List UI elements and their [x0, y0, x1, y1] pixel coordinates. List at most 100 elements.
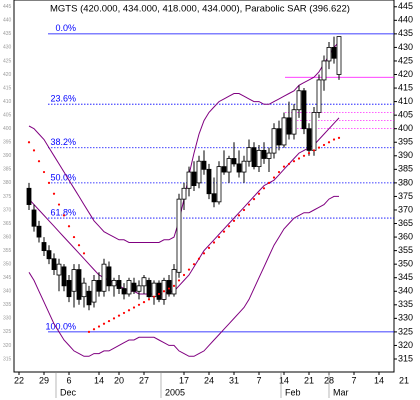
y-tick-label: 315 [398, 353, 413, 363]
sar-dot [247, 203, 251, 206]
candle-body [236, 163, 242, 173]
sar-dot [107, 319, 111, 323]
x-tick-label: 14 [94, 375, 104, 385]
candle-body [176, 198, 182, 273]
candle-body [136, 285, 142, 292]
candle-body [251, 147, 257, 168]
candle-body [326, 47, 332, 62]
candle-body [171, 269, 177, 295]
plot-frame [13, 0, 395, 373]
sar-dot [27, 141, 31, 144]
sar-dot [257, 192, 261, 195]
sar-dot [162, 290, 166, 293]
candle-body [81, 282, 87, 298]
candle-body [261, 149, 267, 159]
sar-dot [167, 287, 171, 290]
candle-body [161, 280, 167, 300]
sar-dot [117, 314, 121, 317]
sar-dot [67, 225, 71, 228]
y-tick-label: 415 [398, 82, 413, 92]
candle-body [86, 290, 92, 306]
candle-body [186, 171, 192, 189]
candle-body [291, 109, 297, 135]
candle-body [41, 242, 47, 252]
candle-body [181, 187, 187, 200]
sar-dot [62, 214, 66, 217]
y-tick-label: 375 [398, 191, 413, 201]
candle-body [246, 147, 252, 162]
y-tick-label-left: 390 [3, 153, 12, 159]
candle-body [241, 160, 247, 173]
candle-body [91, 280, 97, 303]
y-tick-label: 370 [398, 204, 413, 214]
y-tick-label-left: 415 [3, 85, 12, 91]
candle-body [106, 266, 112, 287]
sar-dot [172, 284, 176, 287]
sar-dot [337, 136, 341, 139]
x-tick-label: 22 [14, 375, 24, 385]
sar-dot [297, 157, 301, 160]
candle-body [56, 263, 62, 276]
candle-body [51, 258, 57, 270]
x-tick-label: 20 [114, 375, 124, 385]
sar-dot [202, 252, 206, 255]
sar-dot [37, 160, 41, 163]
candle-body [221, 166, 227, 173]
y-tick-label-left: 430 [3, 45, 12, 51]
sar-dot [182, 273, 186, 277]
bollinger-band [28, 195, 339, 357]
y-tick-label: 410 [398, 96, 413, 106]
candle-body [271, 128, 277, 154]
candle-body [121, 288, 127, 295]
sar-dot [282, 165, 286, 168]
candle-body [281, 117, 287, 146]
x-tick-label: 14 [279, 375, 289, 385]
sar-dot [307, 151, 311, 155]
fib-label: 100.0% [45, 321, 76, 331]
candle-body [46, 250, 52, 260]
month-label: Feb [285, 387, 301, 397]
candle-body [211, 193, 217, 203]
y-tick-label-left: 370 [3, 207, 12, 213]
sar-dot [127, 309, 131, 312]
sar-dot [137, 303, 141, 306]
y-tick-label: 425 [398, 55, 413, 65]
candle-body [156, 282, 162, 300]
y-tick-label: 430 [398, 42, 413, 52]
y-tick-label: 380 [398, 177, 413, 187]
sar-dot [237, 214, 241, 217]
sar-dot [327, 141, 331, 144]
candle-body [151, 282, 157, 298]
fib-label: 0.0% [55, 23, 76, 33]
candle-body [231, 158, 237, 165]
sar-dot [97, 325, 101, 328]
sar-dot [277, 170, 281, 174]
y-tick-label: 390 [398, 150, 413, 160]
y-tick-label-left: 380 [3, 180, 12, 186]
y-tick-label: 330 [398, 313, 413, 323]
sar-dot [102, 322, 106, 325]
sar-dot [252, 198, 256, 201]
sar-dot [72, 235, 76, 239]
y-tick-label-left: 355 [3, 248, 12, 254]
sar-dot [177, 279, 181, 282]
sar-dot [122, 311, 126, 315]
chart-title: MGTS (420.000, 434.000, 418.000, 434.000… [50, 4, 350, 15]
sar-dot [292, 160, 296, 163]
sar-dot [287, 162, 291, 166]
y-tick-label: 420 [398, 69, 413, 79]
candle-body [26, 187, 32, 205]
sar-dot [82, 252, 86, 255]
y-tick-label-left: 360 [3, 234, 12, 240]
y-tick-label: 360 [398, 231, 413, 241]
sar-dot [322, 143, 326, 147]
y-tick-label-left: 375 [3, 194, 12, 200]
fib-label: 61.8% [50, 207, 76, 217]
sar-dot [142, 300, 146, 304]
candle-body [131, 282, 137, 292]
sar-dot [302, 154, 306, 157]
x-tick-label: 14 [374, 375, 384, 385]
bollinger-band [28, 117, 340, 295]
candle-body [311, 112, 317, 151]
candle-body [336, 36, 342, 75]
